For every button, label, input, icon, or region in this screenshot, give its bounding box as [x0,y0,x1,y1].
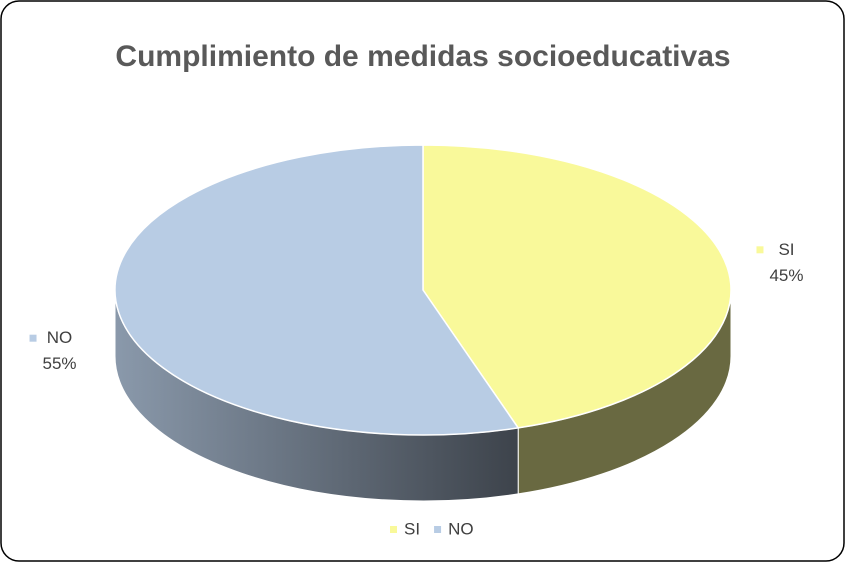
legend-label: SI [404,519,420,538]
label-marker [756,246,764,254]
data-label-category: SI [778,240,794,259]
pie-slice [114,144,520,436]
legend-label: NO [448,519,474,538]
data-label-value: 45% [769,266,803,285]
pie-slice [422,144,732,429]
chart-title: Cumplimiento de medidas socioeducativas [115,40,730,73]
legend-marker [390,526,397,533]
legend-marker [434,526,442,533]
data-label-value: 55% [43,354,77,373]
label-marker [29,334,37,342]
data-label-category: NO [47,328,73,347]
